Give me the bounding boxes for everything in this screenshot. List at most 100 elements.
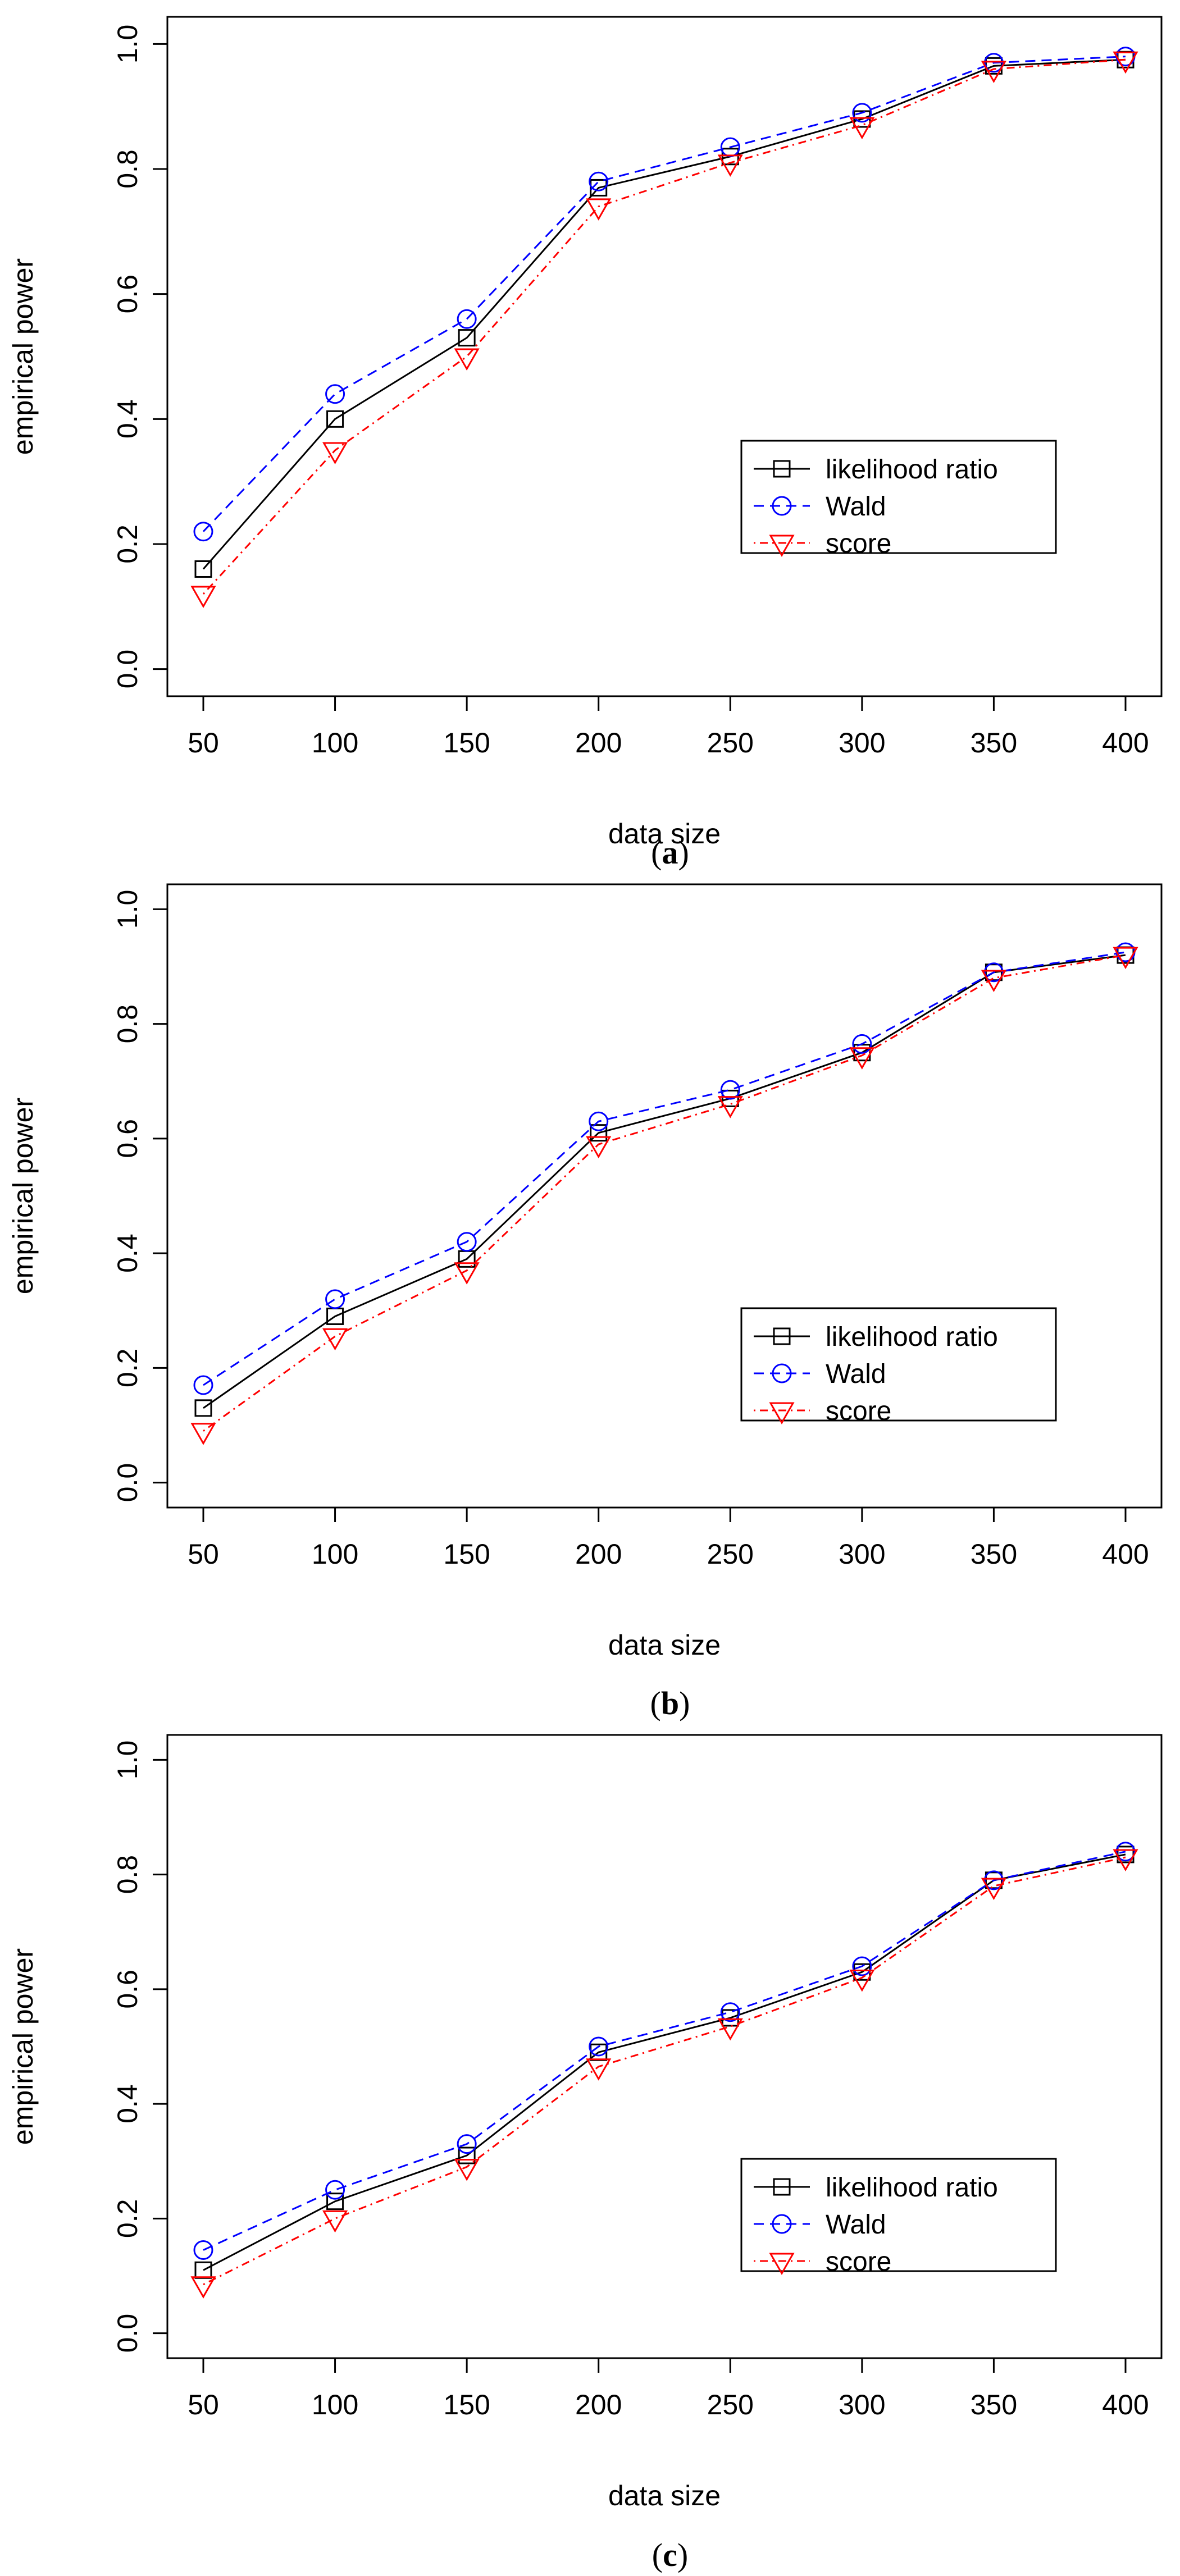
data-point xyxy=(322,442,348,465)
series-triangle xyxy=(190,51,1138,609)
series-line xyxy=(202,58,1126,570)
legend-marker xyxy=(769,1402,795,1425)
x-tick-label: 200 xyxy=(575,2389,622,2420)
x-tick-label: 400 xyxy=(1102,1538,1149,1570)
x-tick-label: 200 xyxy=(575,727,622,759)
data-point xyxy=(457,1232,477,1252)
panel-caption: (c) xyxy=(652,2537,688,2573)
data-point xyxy=(1113,51,1138,74)
y-tick-label: 1.0 xyxy=(112,25,143,64)
legend: likelihood ratio Wald score xyxy=(740,1307,1057,1426)
series-circle xyxy=(193,1842,1136,2260)
series-line xyxy=(203,954,1126,1409)
data-point xyxy=(1115,942,1136,962)
x-axis-title: data size xyxy=(608,818,721,849)
x-tick-label: 300 xyxy=(839,2389,885,2420)
data-point xyxy=(193,2240,213,2260)
y-axis-title: empirical power xyxy=(7,1098,39,1294)
y-axis-title: empirical power xyxy=(7,258,39,455)
legend-label: score xyxy=(826,529,891,559)
data-point xyxy=(325,2180,345,2200)
y-tick-label: 0.6 xyxy=(112,275,143,314)
panel-caption: (a) xyxy=(651,834,689,871)
y-tick-label: 0.2 xyxy=(112,2199,143,2239)
x-tick-label: 300 xyxy=(839,727,885,759)
legend-label: score xyxy=(826,1396,891,1426)
x-tick-label: 250 xyxy=(707,1538,754,1570)
series-triangle xyxy=(190,1849,1138,2299)
x-axis-title: data size xyxy=(608,1629,721,1661)
series-line xyxy=(202,56,1126,532)
data-point xyxy=(322,2210,348,2233)
legend-label: Wald xyxy=(826,492,886,522)
data-point xyxy=(458,2146,476,2164)
data-point xyxy=(590,179,608,197)
data-point xyxy=(454,2158,480,2181)
data-point xyxy=(853,110,871,128)
x-tick-label: 250 xyxy=(707,727,754,759)
y-tick-label: 0.8 xyxy=(112,149,143,189)
chart-panel-c: 50 100 150 200 250 300 350 400 0.0 0.2 0.4 0.6 0.8 1.… xyxy=(7,1734,1163,2573)
data-point xyxy=(1115,1842,1136,1862)
data-point xyxy=(326,2193,344,2210)
data-point xyxy=(717,154,743,177)
legend-label: Wald xyxy=(826,2210,886,2240)
x-axis-title: data size xyxy=(608,2480,721,2511)
y-tick-label: 0.4 xyxy=(112,400,143,439)
legend: likelihood ratio Wald score xyxy=(740,440,1057,559)
data-point xyxy=(717,2018,743,2041)
y-tick-label: 0.2 xyxy=(112,524,143,564)
data-point xyxy=(194,560,212,578)
x-tick-label: 100 xyxy=(312,727,358,759)
legend-marker xyxy=(773,1327,791,1345)
legend: likelihood ratio Wald score xyxy=(740,2158,1057,2277)
y-tick-label: 0.0 xyxy=(112,650,143,689)
y-tick-label: 1.0 xyxy=(112,1741,143,1780)
data-point xyxy=(322,1328,348,1351)
data-point xyxy=(190,586,216,609)
data-point xyxy=(849,117,875,140)
data-point xyxy=(194,1399,212,1417)
y-axis-title: empirical power xyxy=(7,1948,39,2145)
series-line xyxy=(203,1851,1126,2251)
legend-box xyxy=(740,1307,1057,1422)
plot-frame xyxy=(166,16,1163,697)
data-point xyxy=(849,1047,875,1070)
data-point xyxy=(983,962,1004,983)
data-point xyxy=(586,1136,612,1159)
data-point xyxy=(1113,1849,1138,1872)
y-tick-label: 0.4 xyxy=(112,1234,143,1273)
data-point xyxy=(590,1124,608,1142)
data-point xyxy=(190,2276,216,2299)
y-tick-label: 0.8 xyxy=(112,1004,143,1044)
x-tick-label: 400 xyxy=(1102,727,1149,759)
x-tick-label: 300 xyxy=(839,1538,885,1570)
data-point xyxy=(193,522,213,542)
legend-marker xyxy=(773,2178,791,2196)
data-point xyxy=(852,1034,872,1054)
x-tick-label: 50 xyxy=(188,2389,219,2420)
legend-label: score xyxy=(826,2247,891,2277)
legend-marker xyxy=(772,2214,792,2234)
data-point xyxy=(721,148,739,166)
data-point xyxy=(985,963,1003,981)
y-tick-label: 1.0 xyxy=(112,890,143,929)
chart-panel-b: 50 100 150 200 250 300 350 400 0.0 0.2 0.4 0.6 0.8 1.… xyxy=(7,883,1163,1721)
x-tick-label: 50 xyxy=(188,1538,219,1570)
data-point xyxy=(852,1956,872,1976)
x-tick-label: 350 xyxy=(971,727,1017,759)
legend-marker xyxy=(769,2253,795,2276)
y-tick-label: 0.6 xyxy=(112,1970,143,2009)
data-point xyxy=(981,1878,1007,1901)
data-point xyxy=(981,970,1007,992)
x-tick-label: 50 xyxy=(188,727,219,759)
x-tick-label: 250 xyxy=(707,2389,754,2420)
data-point xyxy=(721,1089,739,1107)
y-tick-label: 0.8 xyxy=(112,1855,143,1894)
plot-frame xyxy=(166,1734,1163,2359)
legend-marker xyxy=(772,496,792,516)
series-line xyxy=(202,58,1126,595)
legend-marker xyxy=(773,460,791,478)
data-point xyxy=(720,2002,740,2022)
